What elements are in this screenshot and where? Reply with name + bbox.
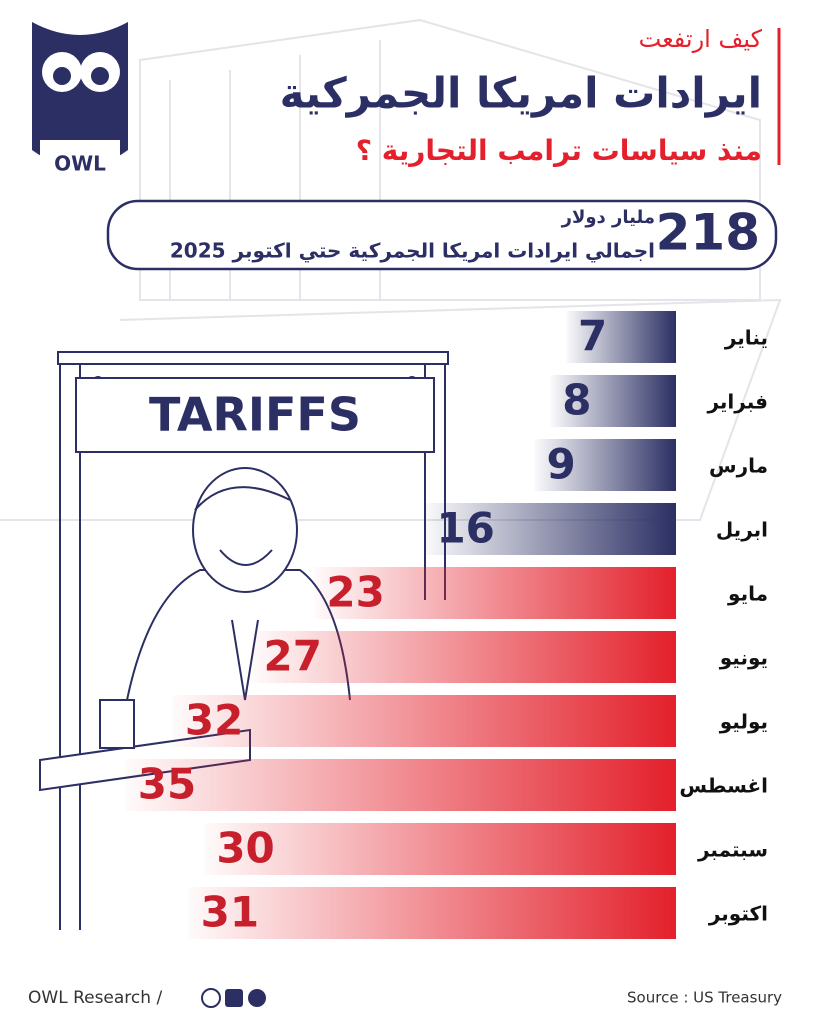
category-label: يونيو bbox=[719, 646, 768, 670]
value-label: 32 bbox=[185, 696, 243, 745]
total-unit: مليار دولار bbox=[561, 207, 655, 228]
bar bbox=[565, 311, 676, 363]
bar bbox=[314, 567, 676, 619]
value-label: 16 bbox=[436, 504, 494, 553]
title: ايرادات امريكا الجمركية bbox=[280, 69, 762, 119]
category-label: فبراير bbox=[706, 390, 768, 414]
bar bbox=[534, 439, 676, 491]
category-label: سبتمبر bbox=[697, 838, 768, 862]
value-label: 23 bbox=[326, 568, 384, 617]
bar bbox=[251, 631, 676, 683]
logo: OWL bbox=[32, 22, 128, 178]
total-caption: اجمالي ايرادات امريكا الجمركية حتي اكتوب… bbox=[170, 239, 655, 264]
bar bbox=[424, 503, 676, 555]
value-label: 35 bbox=[138, 760, 196, 809]
booth-illustration bbox=[39, 351, 449, 930]
logo-text: OWL bbox=[54, 152, 106, 176]
bar bbox=[188, 887, 676, 939]
sign-text: TARIFFS bbox=[149, 388, 361, 442]
category-label: ابريل bbox=[716, 518, 768, 542]
bar bbox=[125, 759, 676, 811]
bar bbox=[172, 695, 676, 747]
value-label: 8 bbox=[562, 376, 591, 425]
value-label: 7 bbox=[578, 312, 607, 361]
total-value: 218 bbox=[656, 204, 760, 262]
category-label: اغسطس bbox=[679, 774, 768, 798]
bar bbox=[204, 823, 677, 875]
category-label: يوليو bbox=[719, 710, 768, 734]
category-label: مايو bbox=[727, 582, 768, 606]
kicker: كيف ارتفعت bbox=[639, 25, 763, 53]
social-icons bbox=[201, 988, 266, 1008]
bar bbox=[550, 375, 676, 427]
footer-brand: OWL Research / bbox=[28, 988, 162, 1008]
category-label: اكتوبر bbox=[708, 902, 768, 926]
subtitle: منذ سياسات ترامب التجارية ؟ bbox=[356, 134, 762, 167]
value-label: 31 bbox=[201, 888, 259, 937]
source: Source : US Treasury bbox=[627, 989, 782, 1007]
total-box bbox=[106, 199, 778, 271]
value-label: 30 bbox=[216, 824, 274, 873]
category-label: مارس bbox=[709, 454, 768, 478]
value-label: 27 bbox=[264, 632, 322, 681]
value-label: 9 bbox=[547, 440, 576, 489]
category-label: يناير bbox=[724, 326, 768, 350]
